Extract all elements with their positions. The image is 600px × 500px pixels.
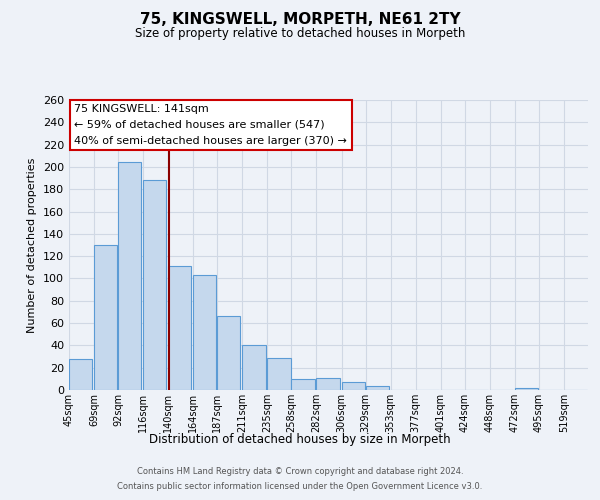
Text: Distribution of detached houses by size in Morpeth: Distribution of detached houses by size … <box>149 432 451 446</box>
Bar <box>94 245 117 390</box>
Bar <box>118 162 141 390</box>
Bar <box>316 378 340 390</box>
Text: Size of property relative to detached houses in Morpeth: Size of property relative to detached ho… <box>135 28 465 40</box>
Text: 75 KINGSWELL: 141sqm
← 59% of detached houses are smaller (547)
40% of semi-deta: 75 KINGSWELL: 141sqm ← 59% of detached h… <box>74 104 347 146</box>
Bar <box>69 359 92 390</box>
Bar <box>217 316 241 390</box>
Y-axis label: Number of detached properties: Number of detached properties <box>28 158 37 332</box>
Text: Contains public sector information licensed under the Open Government Licence v3: Contains public sector information licen… <box>118 482 482 491</box>
Bar <box>143 180 166 390</box>
Text: 75, KINGSWELL, MORPETH, NE61 2TY: 75, KINGSWELL, MORPETH, NE61 2TY <box>140 12 460 28</box>
Bar <box>292 379 314 390</box>
Bar <box>193 275 217 390</box>
Bar <box>365 386 389 390</box>
Bar <box>242 346 266 390</box>
Bar <box>268 358 290 390</box>
Bar <box>168 266 191 390</box>
Text: Contains HM Land Registry data © Crown copyright and database right 2024.: Contains HM Land Registry data © Crown c… <box>137 467 463 476</box>
Bar <box>341 382 365 390</box>
Bar <box>515 388 538 390</box>
